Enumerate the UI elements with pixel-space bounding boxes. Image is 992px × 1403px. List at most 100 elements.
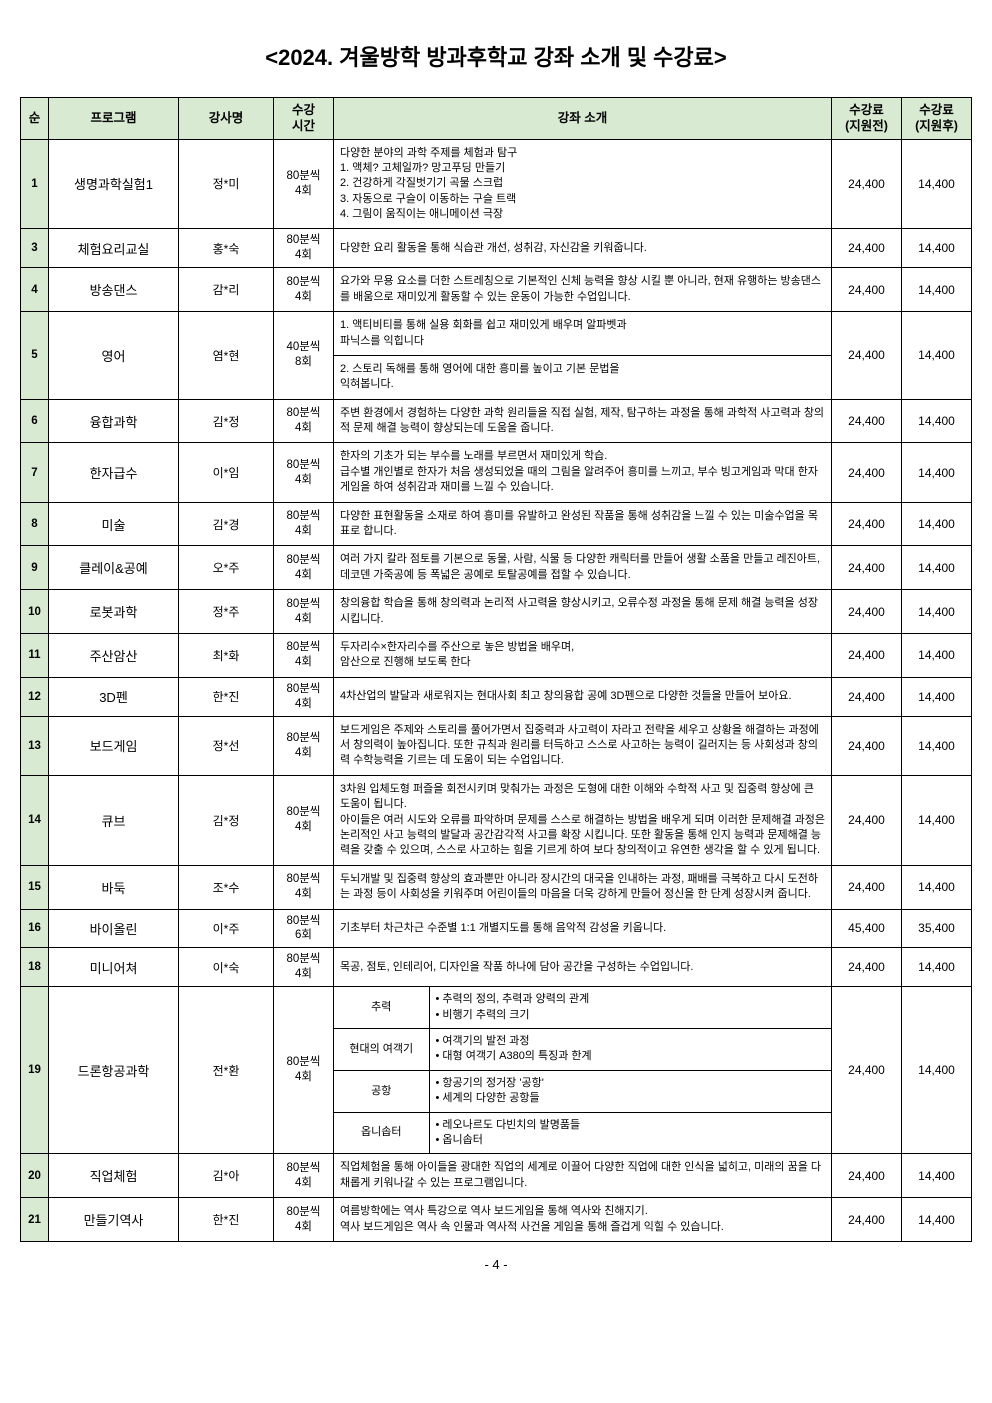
row-program: 보드게임: [49, 716, 179, 775]
col-fee-after: 수강료(지원후): [902, 98, 972, 140]
row-num: 21: [21, 1198, 49, 1242]
row-time: 80분씩4회: [274, 987, 334, 1154]
row-instructor: 홍*숙: [179, 229, 274, 268]
row-program: 영어: [49, 312, 179, 400]
row-fee-before: 24,400: [832, 987, 902, 1154]
row-desc: 여러 가지 칼라 점토를 기본으로 동물, 사람, 식물 등 다양한 캐릭터를 …: [334, 546, 832, 590]
row-instructor: 감*리: [179, 268, 274, 312]
row-time: 80분씩4회: [274, 1154, 334, 1198]
row-instructor: 이*숙: [179, 948, 274, 987]
table-row: 13보드게임정*선80분씩4회보드게임은 주제와 스토리를 풀어가면서 집중력과…: [21, 716, 972, 775]
row-fee-before: 24,400: [832, 1198, 902, 1242]
table-row: 16바이올린이*주80분씩6회기초부터 차근차근 수준별 1:1 개별지도를 통…: [21, 909, 972, 948]
row-desc: 3차원 입체도형 퍼즐을 회전시키며 맞춰가는 과정은 도형에 대한 이해와 수…: [334, 775, 832, 865]
row-program: 로봇과학: [49, 590, 179, 634]
row-fee-after: 14,400: [902, 716, 972, 775]
row-fee-after: 14,400: [902, 139, 972, 229]
row-fee-before: 24,400: [832, 948, 902, 987]
row-fee-before: 24,400: [832, 443, 902, 502]
row-desc: 보드게임은 주제와 스토리를 풀어가면서 집중력과 사고력이 자라고 전략을 세…: [334, 716, 832, 775]
row-num: 4: [21, 268, 49, 312]
table-header-row: 순 프로그램 강사명 수강시간 강좌 소개 수강료(지원전) 수강료(지원후): [21, 98, 972, 140]
sub-body: • 여객기의 발전 과정• 대형 여객기 A380의 특징과 한계: [429, 1029, 831, 1071]
row-fee-before: 24,400: [832, 590, 902, 634]
row-desc-top: 1. 액티비티를 통해 실용 회화를 쉽고 재미있게 배우며 알파벳과 파닉스를…: [334, 312, 832, 356]
row-fee-after: 14,400: [902, 590, 972, 634]
row-fee-after: 14,400: [902, 1198, 972, 1242]
row-time: 80분씩4회: [274, 1198, 334, 1242]
row-num: 5: [21, 312, 49, 400]
row-fee-before: 24,400: [832, 677, 902, 716]
row-fee-before: 24,400: [832, 546, 902, 590]
row-program: 융합과학: [49, 399, 179, 443]
row-num: 11: [21, 633, 49, 677]
row-num: 16: [21, 909, 49, 948]
row-program: 주산암산: [49, 633, 179, 677]
row-program: 만들기역사: [49, 1198, 179, 1242]
col-desc: 강좌 소개: [334, 98, 832, 140]
row-instructor: 김*아: [179, 1154, 274, 1198]
table-row: 123D펜한*진80분씩4회4차산업의 발달과 새로워지는 현대사회 최고 창의…: [21, 677, 972, 716]
row-num: 6: [21, 399, 49, 443]
row-num: 9: [21, 546, 49, 590]
row-program: 3D펜: [49, 677, 179, 716]
sub-body: • 항공기의 정거장 '공항'• 세계의 다양한 공항들: [429, 1070, 831, 1112]
row-time: 80분씩6회: [274, 909, 334, 948]
row-fee-before: 24,400: [832, 229, 902, 268]
row-fee-after: 14,400: [902, 633, 972, 677]
row-desc: 창의융합 학습을 통해 창의력과 논리적 사고력을 향상시키고, 오류수정 과정…: [334, 590, 832, 634]
col-fee-before: 수강료(지원전): [832, 98, 902, 140]
row-program: 생명과학실험1: [49, 139, 179, 229]
table-row: 6융합과학김*정80분씩4회주변 환경에서 경험하는 다양한 과학 원리들을 직…: [21, 399, 972, 443]
row-fee-after: 14,400: [902, 1154, 972, 1198]
table-row: 14큐브김*정80분씩4회3차원 입체도형 퍼즐을 회전시키며 맞춰가는 과정은…: [21, 775, 972, 865]
row-desc: 추력• 추력의 정의, 추력과 양력의 관계• 비행기 추력의 크기현대의 여객…: [334, 987, 832, 1154]
row-fee-before: 24,400: [832, 502, 902, 546]
row-instructor: 한*진: [179, 677, 274, 716]
row-instructor: 김*경: [179, 502, 274, 546]
row-time: 80분씩4회: [274, 399, 334, 443]
col-num: 순: [21, 98, 49, 140]
row-time: 80분씩4회: [274, 502, 334, 546]
row-desc: 주변 환경에서 경험하는 다양한 과학 원리들을 직접 실험, 제작, 탐구하는…: [334, 399, 832, 443]
row-fee-before: 24,400: [832, 268, 902, 312]
row-num: 10: [21, 590, 49, 634]
course-table: 순 프로그램 강사명 수강시간 강좌 소개 수강료(지원전) 수강료(지원후) …: [20, 97, 972, 1242]
row-num: 7: [21, 443, 49, 502]
table-row: 20직업체험김*아80분씩4회직업체험을 통해 아이들을 광대한 직업의 세계로…: [21, 1154, 972, 1198]
row-fee-before: 24,400: [832, 312, 902, 400]
row-time: 80분씩4회: [274, 775, 334, 865]
row-desc: 두자리수×한자리수를 주산으로 놓은 방법을 배우며,암산으로 진행해 보도록 …: [334, 633, 832, 677]
row-fee-after: 14,400: [902, 443, 972, 502]
row-instructor: 최*화: [179, 633, 274, 677]
row-num: 20: [21, 1154, 49, 1198]
row-program: 바이올린: [49, 909, 179, 948]
sub-body: • 레오나르도 다빈치의 발명품들• 옵니솝터: [429, 1112, 831, 1153]
row-fee-after: 14,400: [902, 865, 972, 909]
row-time: 80분씩4회: [274, 443, 334, 502]
row-instructor: 조*수: [179, 865, 274, 909]
row-desc: 다양한 표현활동을 소재로 하여 흥미를 유발하고 완성된 작품을 통해 성취감…: [334, 502, 832, 546]
row-program: 미니어쳐: [49, 948, 179, 987]
row-num: 14: [21, 775, 49, 865]
row-fee-before: 45,400: [832, 909, 902, 948]
row-program: 직업체험: [49, 1154, 179, 1198]
table-row: 9클레이&공예오*주80분씩4회여러 가지 칼라 점토를 기본으로 동물, 사람…: [21, 546, 972, 590]
row-desc: 직업체험을 통해 아이들을 광대한 직업의 세계로 이끌어 다양한 직업에 대한…: [334, 1154, 832, 1198]
table-row: 10로봇과학정*주80분씩4회창의융합 학습을 통해 창의력과 논리적 사고력을…: [21, 590, 972, 634]
row-fee-after: 14,400: [902, 268, 972, 312]
row-time: 80분씩4회: [274, 948, 334, 987]
page-number: - 4 -: [20, 1257, 972, 1272]
table-row: 3체험요리교실홍*숙80분씩4회다양한 요리 활동을 통해 식습관 개선, 성취…: [21, 229, 972, 268]
row-program: 큐브: [49, 775, 179, 865]
row-instructor: 이*임: [179, 443, 274, 502]
row-time: 80분씩4회: [274, 546, 334, 590]
sub-row: 옵니솝터• 레오나르도 다빈치의 발명품들• 옵니솝터: [334, 1112, 831, 1153]
row-time: 80분씩4회: [274, 590, 334, 634]
row-program: 방송댄스: [49, 268, 179, 312]
row-desc: 기초부터 차근차근 수준별 1:1 개별지도를 통해 음악적 감성을 키웁니다.: [334, 909, 832, 948]
table-row: 15바둑조*수80분씩4회두뇌개발 및 집중력 향상의 효과뿐만 아니라 장시간…: [21, 865, 972, 909]
row-fee-after: 14,400: [902, 948, 972, 987]
row-num: 13: [21, 716, 49, 775]
row-time: 80분씩4회: [274, 865, 334, 909]
